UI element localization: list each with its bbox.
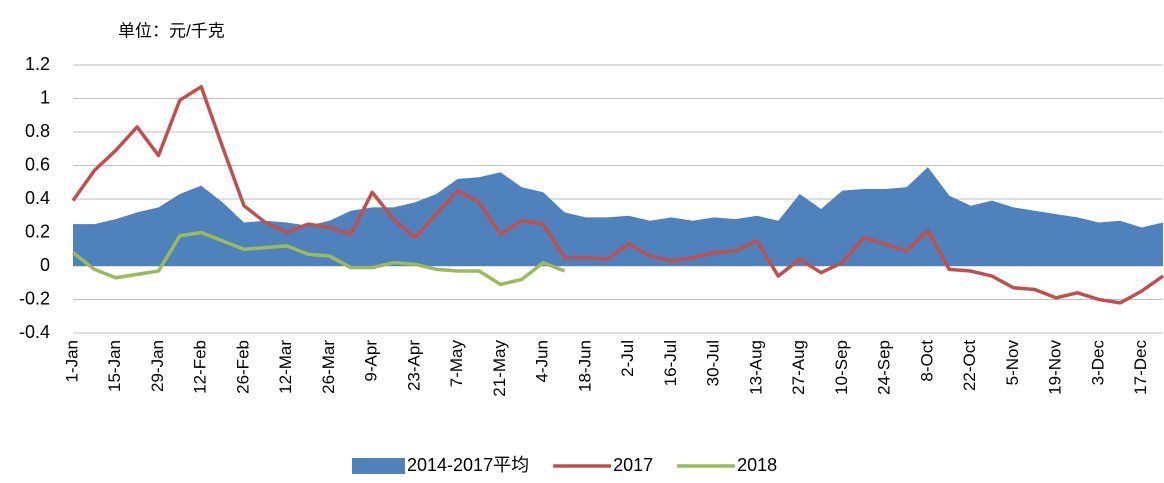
x-tick-label: 10-Sep [832,340,851,395]
legend-label: 2014-2017平均 [407,455,529,475]
legend-label: 2017 [613,455,653,475]
x-tick-label: 18-Jun [575,340,594,392]
y-tick-label: 0.4 [25,188,50,208]
y-tick-label: 0 [40,255,50,275]
x-tick-label: 5-Nov [1003,340,1022,386]
x-tick-label: 15-Jan [105,340,124,392]
x-tick-label: 19-Nov [1046,340,1065,395]
x-tick-label: 23-Apr [404,340,423,391]
x-tick-label: 3-Dec [1088,340,1107,386]
x-tick-label: 2-Jul [618,340,637,377]
x-tick-label: 21-May [490,340,509,397]
y-tick-label: 0.6 [25,154,50,174]
x-tick-label: 30-Jul [704,340,723,386]
line [71,85,1164,305]
x-tick-label: 26-Mar [319,340,338,394]
area [73,167,1163,266]
y-tick-label: -0.2 [19,288,50,308]
x-tick-label: 27-Aug [789,340,808,395]
y-tick-label: 1 [40,87,50,107]
x-tick-label: 1-Jan [62,340,81,383]
unit-note: 单位：元/千克 [118,21,225,40]
legend-swatch [352,458,405,474]
x-tick-label: 8-Oct [917,340,936,382]
x-tick-label: 7-May [447,340,466,388]
x-tick-label: 17-Dec [1131,340,1150,395]
y-tick-label: 0.2 [25,221,50,241]
x-tick-label: 22-Oct [960,340,979,391]
x-tick-label: 12-Feb [191,340,210,394]
x-tick-label: 4-Jun [533,340,552,383]
y-tick-label: 1.2 [25,54,50,74]
x-tick-label: 24-Sep [875,340,894,395]
x-tick-label: 13-Aug [746,340,765,395]
x-tick-label: 29-Jan [148,340,167,392]
x-tick-label: 26-Feb [233,340,252,394]
legend-label: 2018 [737,455,777,475]
x-tick-label: 12-Mar [276,340,295,394]
y-tick-label: -0.4 [19,322,50,342]
line [71,230,566,287]
x-tick-label: 16-Jul [661,340,680,386]
y-tick-label: 0.8 [25,121,50,141]
x-tick-label: 9-Apr [362,340,381,382]
